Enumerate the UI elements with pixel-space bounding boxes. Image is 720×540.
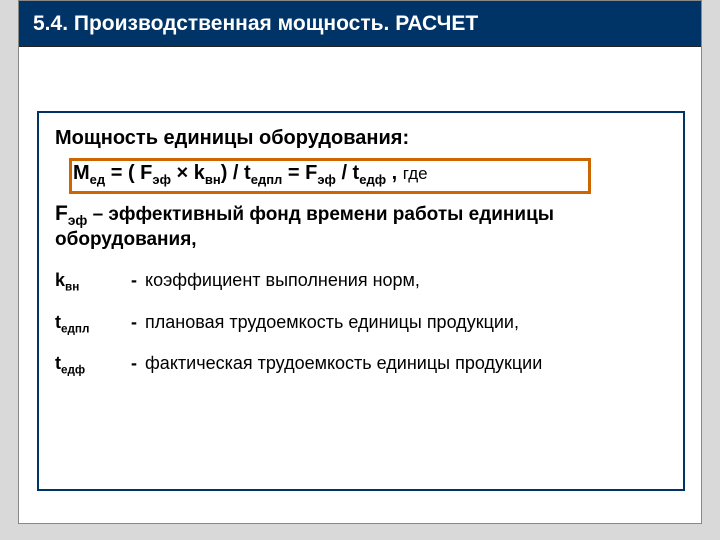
row0-sub: вн <box>65 281 79 294</box>
definition-row: tедф - фактическая трудоемкость единицы … <box>55 353 667 377</box>
row1-sub: едпл <box>61 322 89 335</box>
row2-text: фактическая трудоемкость единицы продукц… <box>145 353 667 374</box>
row1-term: tедпл <box>55 312 123 336</box>
row0-text: коэффициент выполнения норм, <box>145 270 667 291</box>
row0-term: kвн <box>55 270 123 294</box>
definition-row: tедпл - плановая трудоемкость единицы пр… <box>55 312 667 336</box>
definition-row: kвн - коэффициент выполнения норм, <box>55 270 667 294</box>
def1-term: Fэф <box>55 202 87 225</box>
row2-dash: - <box>123 353 145 374</box>
content-box: Мощность единицы оборудования: Mед = ( F… <box>37 111 685 491</box>
row2-term: tедф <box>55 353 123 377</box>
def1-term-sub: эф <box>68 213 87 228</box>
formula-wrap: Mед = ( Fэф × kвн) / tедпл = Fэф / tедф … <box>73 162 667 187</box>
row1-text: плановая трудоемкость единицы продукции, <box>145 312 667 333</box>
subtitle: Мощность единицы оборудования: <box>55 127 667 150</box>
row2-sub: едф <box>61 364 85 377</box>
def1-line1: эффективный фонд времени работы единицы <box>108 204 554 225</box>
row0-dash: - <box>123 270 145 291</box>
def1-dash: – <box>87 204 108 225</box>
def1-term-main: F <box>55 202 68 225</box>
row1-dash: - <box>123 312 145 333</box>
slide: 5.4. Производственная мощность. РАСЧЕТ М… <box>18 0 702 524</box>
title-text: 5.4. Производственная мощность. РАСЧЕТ <box>33 12 478 36</box>
row0-main: k <box>55 270 65 290</box>
def1-line2: оборудования, <box>55 228 667 252</box>
title-bar: 5.4. Производственная мощность. РАСЧЕТ <box>19 1 701 47</box>
formula-highlight-box <box>69 158 591 194</box>
definition-first: Fэф – эффективный фонд времени работы ед… <box>55 201 667 252</box>
